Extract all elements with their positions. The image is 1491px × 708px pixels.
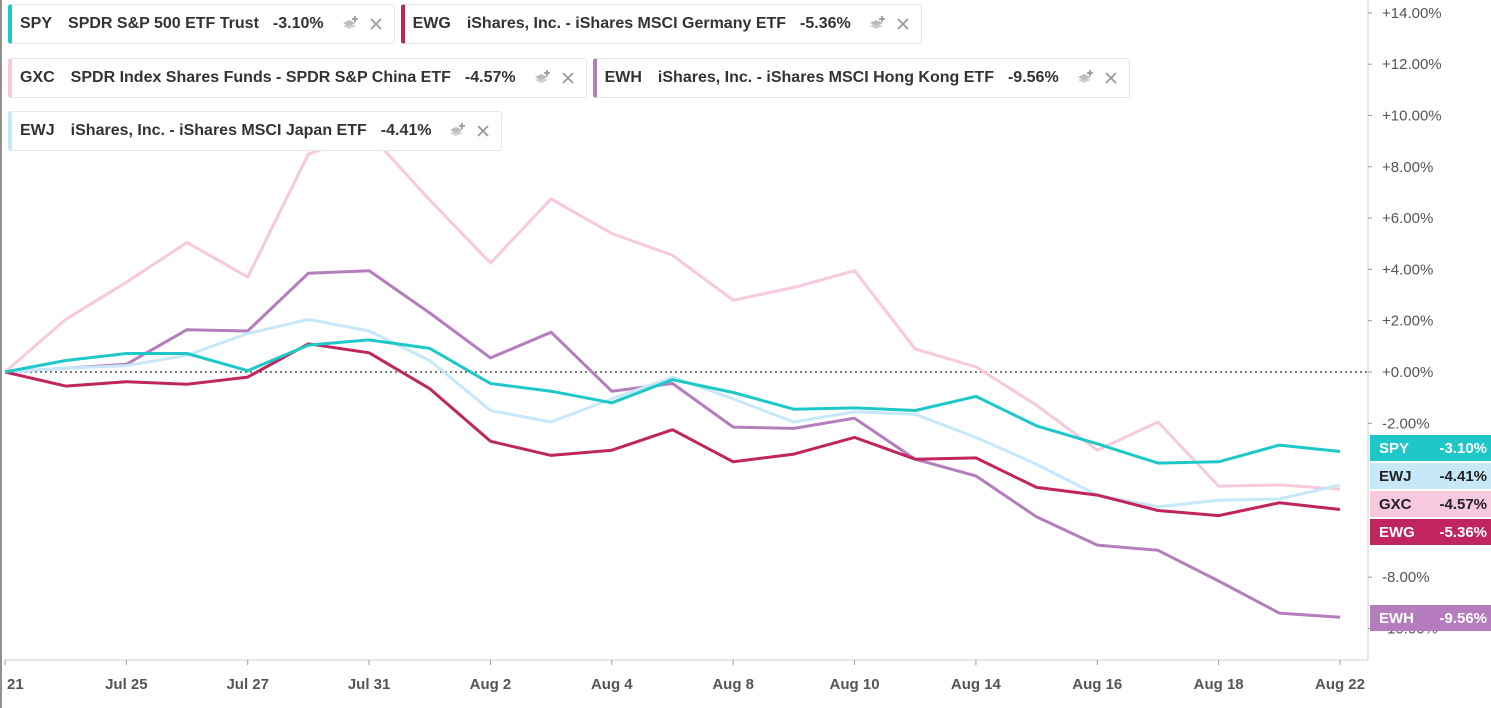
y-tick-label: +14.00%: [1382, 5, 1442, 22]
x-tick-label: Aug 18: [1194, 676, 1244, 693]
series-line-ewg: [4, 342, 1341, 518]
legend-ticker: EWG: [412, 15, 451, 32]
legend-change: -4.41%: [380, 122, 432, 139]
close-icon[interactable]: [893, 14, 913, 34]
end-tag-value: -5.36%: [1439, 524, 1487, 541]
chart-axes: +14.00% +12.00% +10.00% +8.00% +6.00% +4.00% +…: [0, 0, 1442, 708]
x-tick-label: Aug 14: [951, 676, 1002, 693]
end-tag-value: -9.56%: [1439, 610, 1487, 627]
layers-plus-icon[interactable]: [1075, 68, 1095, 88]
legend-ticker: SPY: [20, 15, 53, 32]
legend-chip-ewj[interactable]: EWJ iShares, Inc. - iShares MSCI Japan ET…: [8, 111, 503, 151]
legend-ticker: EWH: [604, 69, 642, 86]
close-icon[interactable]: [366, 14, 386, 34]
series-line-gxc: [4, 132, 1341, 491]
legend-name: iShares, Inc. - iShares MSCI Germany ETF: [466, 15, 787, 32]
layers-plus-icon[interactable]: [532, 68, 552, 88]
x-tick-label: Jul 27: [226, 676, 269, 693]
close-icon[interactable]: [1101, 68, 1121, 88]
legend-row: GXC SPDR Index Shares Funds - SPDR S&P Ch…: [8, 58, 1130, 98]
legend-name: SPDR S&P 500 ETF Trust: [68, 15, 259, 32]
legend-chip-gxc[interactable]: GXC SPDR Index Shares Funds - SPDR S&P Ch…: [8, 58, 587, 98]
legend-name: iShares, Inc. - iShares MSCI Hong Kong E…: [657, 69, 994, 86]
legend-ticker: EWJ: [20, 122, 55, 139]
x-tick-label: Aug 2: [470, 676, 512, 693]
end-value-tags: SPY -3.10% EWJ -4.41% GXC -4.57% EWG -5.36% EWH -…: [1370, 435, 1491, 631]
legend-chip-ewh[interactable]: EWH iShares, Inc. - iShares MSCI Hong Kon…: [592, 58, 1130, 98]
legend-change: -3.10%: [272, 15, 324, 32]
x-tick-label: Aug 22: [1315, 676, 1365, 693]
end-tag-bg: [1370, 491, 1491, 517]
y-tick-label: -8.00%: [1382, 569, 1430, 586]
legend-change: -9.56%: [1007, 69, 1059, 86]
y-tick-label: -2.00%: [1382, 415, 1430, 432]
end-tag-bg: [1370, 605, 1491, 631]
y-tick-label: +8.00%: [1382, 159, 1433, 176]
end-tag-bg: [1370, 435, 1491, 461]
end-tag-value: -3.10%: [1439, 440, 1487, 457]
legend-name: iShares, Inc. - iShares MSCI Japan ETF: [70, 122, 367, 139]
end-tag-ticker: EWH: [1379, 610, 1414, 627]
legend-row: EWJ iShares, Inc. - iShares MSCI Japan ET…: [8, 111, 503, 151]
legend-chip-spy[interactable]: SPY SPDR S&P 500 ETF Trust -3.10%: [8, 4, 395, 44]
legend-name: SPDR Index Shares Funds - SPDR S&P China…: [70, 69, 451, 86]
x-tick-label: Aug 8: [712, 676, 754, 693]
layers-plus-icon[interactable]: [867, 14, 887, 34]
series-line-spy: [4, 338, 1341, 465]
layers-plus-icon[interactable]: [447, 121, 467, 141]
legend-change: -4.57%: [464, 69, 516, 86]
legend-ticker: GXC: [20, 69, 55, 86]
end-tag-ticker: GXC: [1379, 496, 1412, 513]
end-tag-spy: SPY -3.10%: [1370, 435, 1491, 461]
end-tag-ticker: EWG: [1379, 524, 1415, 541]
layers-plus-icon[interactable]: [340, 14, 360, 34]
end-tag-ewg: EWG -5.36%: [1370, 519, 1491, 545]
y-tick-label: +12.00%: [1382, 56, 1442, 73]
end-tag-ticker: SPY: [1379, 440, 1409, 457]
y-tick-label: +2.00%: [1382, 313, 1433, 330]
chart-series: [4, 132, 1341, 619]
legend-row: SPY SPDR S&P 500 ETF Trust -3.10% EWG iShare…: [8, 4, 922, 44]
series-line-ewj: [4, 317, 1341, 509]
end-tag-bg: [1370, 519, 1491, 545]
end-tag-gxc: GXC -4.57%: [1370, 491, 1491, 517]
legend-change: -5.36%: [800, 15, 851, 32]
y-tick-label: +10.00%: [1382, 108, 1442, 125]
close-icon[interactable]: [558, 68, 578, 88]
end-tag-bg: [1370, 463, 1491, 489]
y-tick-label: +4.00%: [1382, 261, 1433, 278]
series-line-ewh: [4, 269, 1341, 619]
x-tick-label: Aug 16: [1072, 676, 1122, 693]
end-tag-ewj: EWJ -4.41%: [1370, 463, 1491, 489]
end-tag-value: -4.41%: [1439, 468, 1487, 485]
end-tag-value: -4.57%: [1439, 496, 1487, 513]
x-tick-label: 21: [7, 676, 24, 693]
x-tick-label: Aug 10: [830, 676, 880, 693]
close-icon[interactable]: [473, 121, 493, 141]
x-tick-label: Jul 25: [105, 676, 148, 693]
y-tick-label: +0.00%: [1382, 364, 1433, 381]
x-tick-label: Aug 4: [591, 676, 633, 693]
end-tag-ewh: EWH -9.56%: [1370, 605, 1491, 631]
end-tag-ticker: EWJ: [1379, 468, 1412, 485]
legend-chip-ewg[interactable]: EWG iShares, Inc. - iShares MSCI Germany …: [400, 4, 922, 44]
x-tick-label: Jul 31: [348, 676, 391, 693]
y-tick-label: +6.00%: [1382, 210, 1433, 227]
